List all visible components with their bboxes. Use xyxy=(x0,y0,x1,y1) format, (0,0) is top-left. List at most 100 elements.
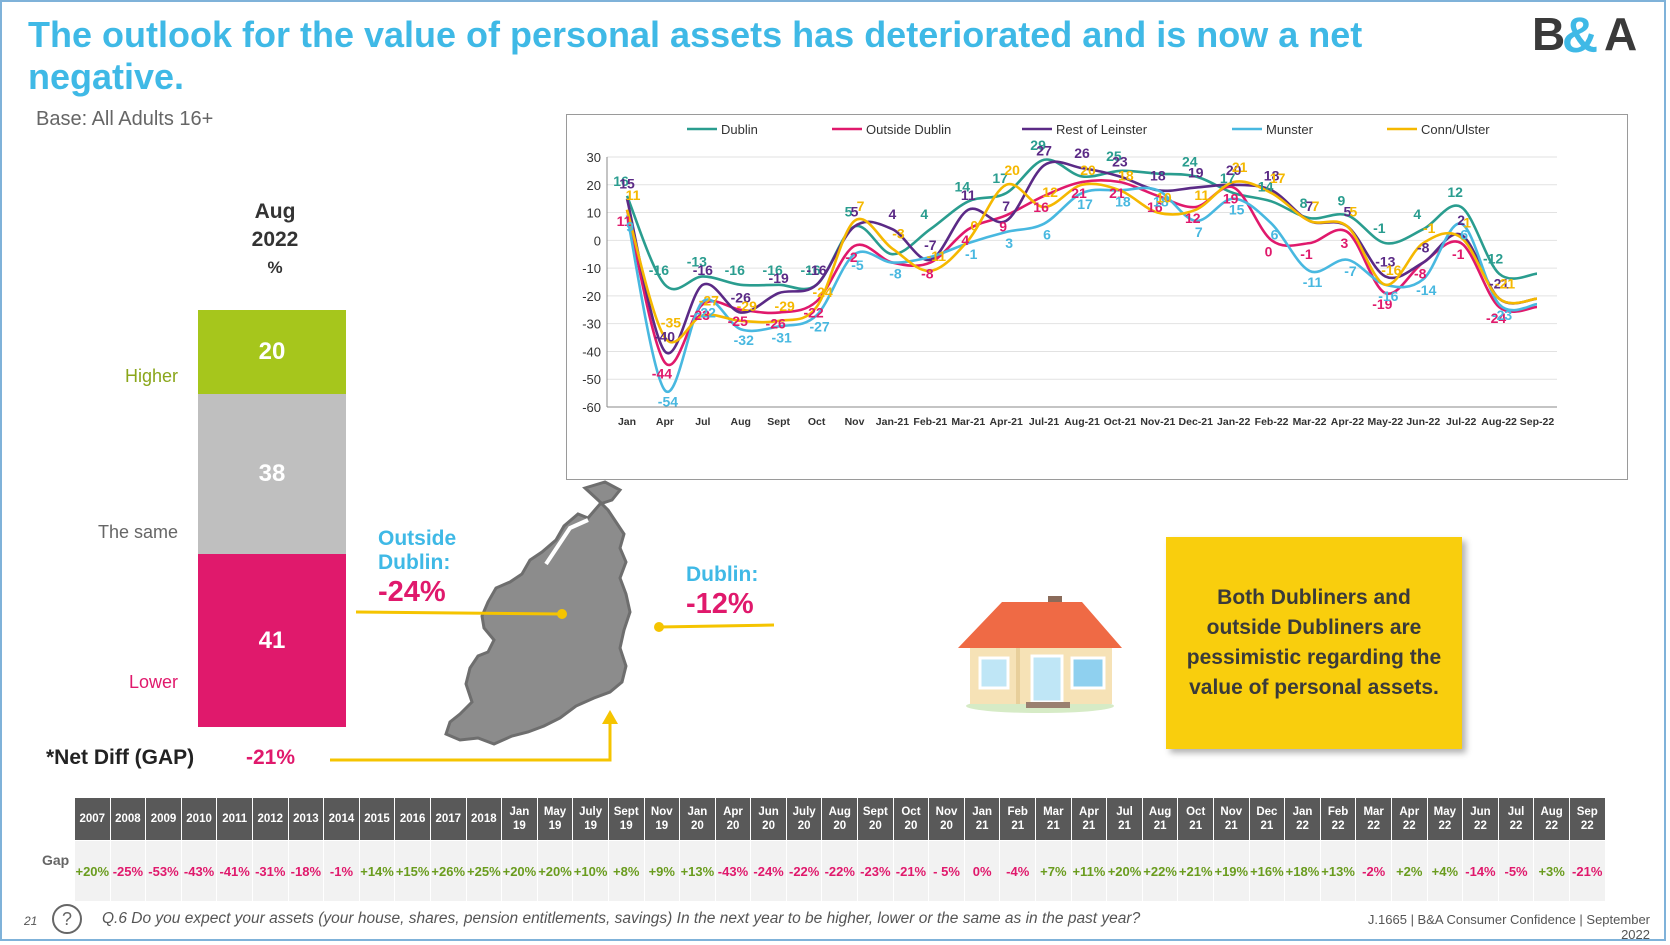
x-tick-label: Mar-21 xyxy=(951,416,985,428)
x-tick-label: Aug-22 xyxy=(1481,416,1517,428)
gap-header-cell: Sept 20 xyxy=(857,797,894,841)
y-tick-label: 0 xyxy=(594,233,601,248)
gap-header-cell: 2011 xyxy=(216,797,253,841)
segment-lower-value: 41 xyxy=(258,626,286,654)
data-label: 21 xyxy=(1071,185,1087,201)
map-detail xyxy=(544,518,589,566)
data-label: 5 xyxy=(1344,203,1352,219)
gap-value-cell: -4% xyxy=(999,840,1037,902)
data-label: 26 xyxy=(1074,145,1090,161)
data-label: -19 xyxy=(1372,296,1392,312)
gap-header-line2: 22 xyxy=(1438,820,1452,832)
gap-header-line2: 22 xyxy=(1545,820,1559,832)
gap-value-cell: +8% xyxy=(607,840,645,902)
x-tick-label: Apr-22 xyxy=(1331,416,1364,428)
data-label: -29 xyxy=(775,298,795,314)
data-label: 12 xyxy=(1042,184,1058,200)
data-label: -23 xyxy=(690,307,710,323)
gap-value-cell: -25% xyxy=(109,840,147,902)
gap-value-cell: +22% xyxy=(1141,840,1179,902)
gap-header-cell: Oct 20 xyxy=(892,797,930,841)
series-line xyxy=(625,158,1538,291)
gap-header-line1: Sep xyxy=(1576,806,1598,818)
gap-header-line2: 19 xyxy=(619,820,633,832)
data-label: -35 xyxy=(661,315,681,331)
net-diff-value: -21% xyxy=(246,746,296,769)
gap-header-line2: 20 xyxy=(904,820,918,832)
gap-header-line1: 2016 xyxy=(399,813,426,825)
gap-value-cell: +7% xyxy=(1035,840,1072,902)
data-label: -21 xyxy=(1489,276,1509,292)
data-label: -16 xyxy=(693,262,713,278)
gap-header-line1: Jul xyxy=(1116,806,1133,818)
segment-same-label: The same xyxy=(97,522,178,542)
gap-header-line2: 22 xyxy=(1367,820,1381,832)
gap-header-cell: Jan 19 xyxy=(501,797,538,841)
dublin-callout: Dublin: -12% xyxy=(686,563,758,621)
data-label: -8 xyxy=(1417,240,1430,256)
data-label: 14 xyxy=(1258,178,1274,194)
data-label: 7 xyxy=(1195,224,1203,240)
x-tick-label: Dec-21 xyxy=(1179,416,1214,428)
data-label: -16 xyxy=(806,262,826,278)
gap-header-line1: Jan xyxy=(1292,806,1313,818)
gap-header-line1: 2010 xyxy=(186,813,212,825)
data-label: -24 xyxy=(1486,310,1506,326)
x-tick-label: Jan-21 xyxy=(876,416,909,428)
line-chart: 30 20 10 0 -10 -20 -30 -40 -50 -60 Jan Apr Jul Aug Sep… xyxy=(566,114,1628,480)
gap-header-cell: Nov 20 xyxy=(928,797,965,841)
gap-header-cell: Feb 22 xyxy=(1319,797,1357,841)
gap-pointer xyxy=(330,716,612,762)
legend-label: Conn/Ulster xyxy=(1421,122,1490,137)
gap-header-line1: Jan xyxy=(509,806,530,818)
gap-header-cell: May 19 xyxy=(536,797,574,841)
x-tick-label: Feb-21 xyxy=(913,416,947,428)
x-tick-label: Aug-21 xyxy=(1064,416,1100,428)
data-label: -12 xyxy=(1483,251,1503,267)
gap-header-line2: 19 xyxy=(513,820,526,832)
data-label: 0 xyxy=(1265,243,1273,259)
gap-header-line2: 19 xyxy=(655,820,669,832)
gap-value-cell: -21% xyxy=(892,840,930,902)
data-label: -23 xyxy=(1492,307,1512,323)
gap-header-line1: Nov xyxy=(650,806,673,818)
gap-value-cell: +11% xyxy=(1070,840,1108,902)
data-label: 9 xyxy=(626,218,634,234)
gap-header-line1: Apr xyxy=(723,806,743,818)
gap-header-cell: 2017 xyxy=(429,797,467,841)
gap-header-line1: Aug xyxy=(828,806,851,818)
gap-value-cell: +26% xyxy=(429,840,467,902)
dublin-value: -12% xyxy=(686,588,754,620)
gap-value-cell: +20% xyxy=(1106,840,1143,902)
x-tick-label: Jan-22 xyxy=(1217,416,1250,428)
x-tick-label: Nov-21 xyxy=(1140,416,1175,428)
gap-header-cell: Nov 21 xyxy=(1213,797,1250,841)
gap-header-line2: 21 xyxy=(1189,820,1203,832)
gap-value-cell: +3% xyxy=(1533,840,1570,902)
data-label: 14 xyxy=(954,178,970,194)
y-tick-label: -60 xyxy=(582,400,601,415)
gap-header-cell: July 20 xyxy=(785,797,823,841)
data-label: 10 xyxy=(1156,190,1172,206)
data-label: -5 xyxy=(851,257,864,273)
data-label: 3 xyxy=(1341,235,1349,251)
data-label: 0 xyxy=(970,217,978,233)
y-tick-label: -50 xyxy=(582,372,601,387)
gap-value-cell: +21% xyxy=(1177,840,1214,902)
data-label: 17 xyxy=(1077,196,1093,212)
y-tick-label: 20 xyxy=(587,178,601,193)
data-label: 20 xyxy=(1080,162,1096,178)
data-label: 5 xyxy=(845,203,853,219)
gap-header-cell: Nov 19 xyxy=(643,797,681,841)
gap-value-cell: -14% xyxy=(1462,840,1499,902)
question-text: Q.6 Do you expect your assets (your hous… xyxy=(102,910,1141,927)
gap-header-cell: May 22 xyxy=(1426,797,1464,841)
gap-header-line1: 2012 xyxy=(257,813,284,825)
gap-value-cell: -5% xyxy=(1497,840,1535,902)
gap-header-line2: 21 xyxy=(1011,820,1025,832)
data-label: -14 xyxy=(1416,282,1436,298)
data-label: -16 xyxy=(1378,288,1398,304)
data-label: 17 xyxy=(1220,170,1236,186)
svg-text:A: A xyxy=(1604,8,1637,58)
